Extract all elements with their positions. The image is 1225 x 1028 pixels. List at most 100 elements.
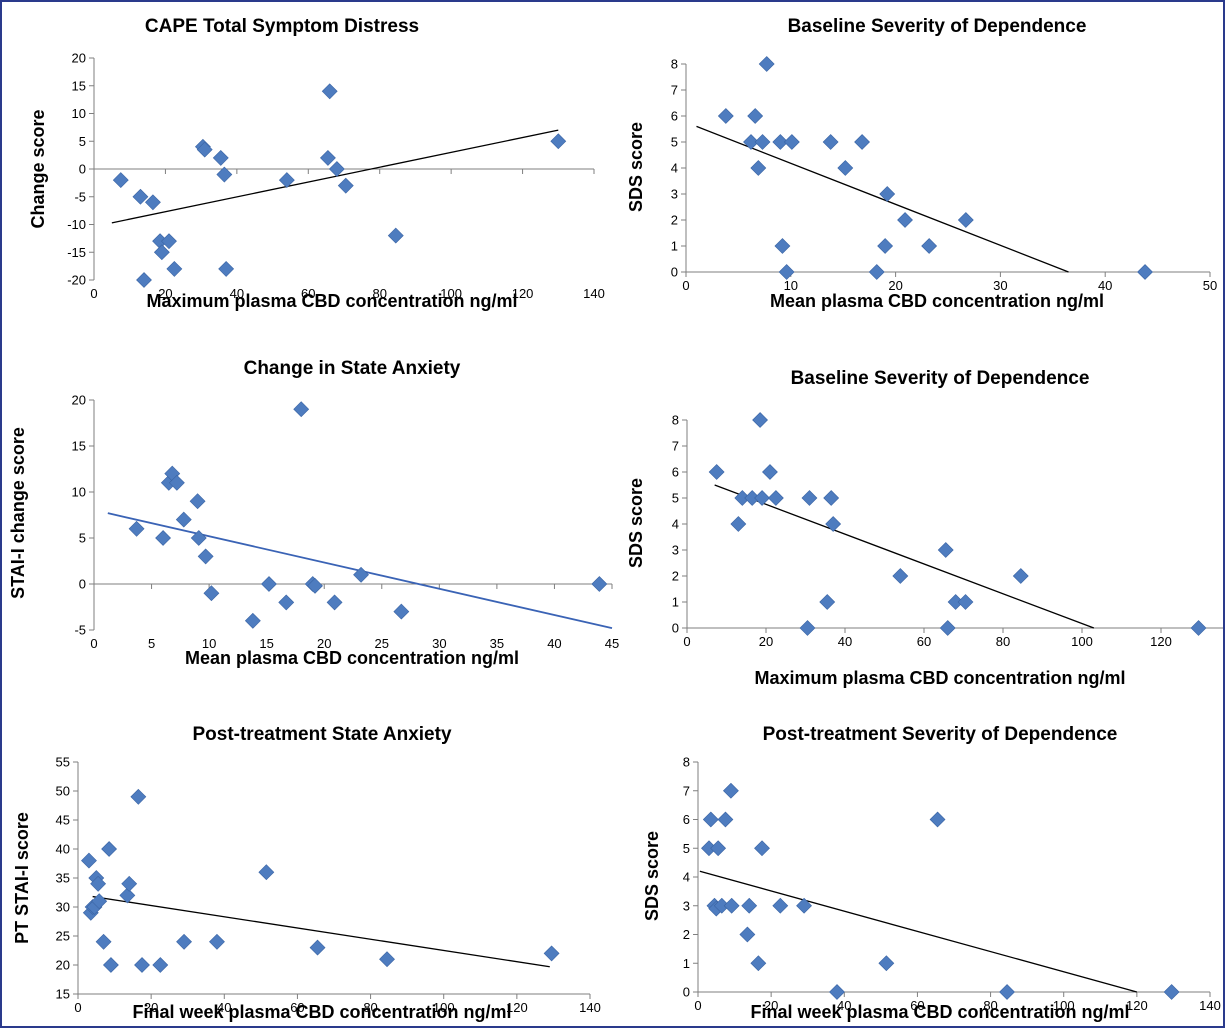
y-tick-label: 40 xyxy=(56,842,70,857)
data-point xyxy=(999,984,1015,1000)
data-point xyxy=(723,897,740,914)
x-tick-label: 100 xyxy=(1053,998,1075,1013)
data-point xyxy=(717,108,734,124)
data-point xyxy=(81,852,97,869)
data-point xyxy=(796,897,812,914)
x-tick-label: 20 xyxy=(764,998,778,1013)
data-point xyxy=(175,511,192,528)
data-point xyxy=(190,530,207,546)
x-tick-label: 40 xyxy=(230,286,244,301)
data-point xyxy=(393,603,410,620)
y-tick-label: 7 xyxy=(672,439,679,454)
data-point xyxy=(387,227,404,244)
trendline xyxy=(696,125,1069,273)
x-tick-label: 80 xyxy=(363,1000,377,1015)
data-point xyxy=(101,841,118,857)
data-point xyxy=(750,955,767,972)
x-tick-label: 120 xyxy=(1150,634,1172,649)
y-tick-label: -15 xyxy=(67,245,86,260)
data-point xyxy=(102,957,119,973)
chart-title: Post-treatment State Anxiety xyxy=(192,724,451,745)
data-point xyxy=(892,568,909,584)
data-point xyxy=(543,945,560,962)
data-point xyxy=(717,811,734,828)
data-point xyxy=(772,897,789,914)
data-point xyxy=(176,933,192,950)
x-tick-label: 60 xyxy=(290,1000,304,1015)
x-tick-label: 35 xyxy=(490,636,504,651)
data-point xyxy=(218,260,235,277)
x-axis-label: Final week plasma CBD concentration ng/m… xyxy=(132,1002,511,1022)
data-point xyxy=(822,134,839,150)
x-tick-label: 60 xyxy=(301,286,315,301)
x-tick-label: 10 xyxy=(784,278,798,293)
data-point xyxy=(741,897,758,914)
trendline xyxy=(111,129,559,224)
y-axis-label: STAI-I change score xyxy=(8,427,28,599)
y-tick-label: 3 xyxy=(683,898,690,913)
data-point xyxy=(112,172,129,189)
data-point xyxy=(879,186,896,202)
x-tick-label: 100 xyxy=(440,286,462,301)
chart-panel-6: Post-treatment Severity of Dependence012… xyxy=(642,724,1221,1022)
y-tick-label: 5 xyxy=(79,531,86,546)
data-point xyxy=(897,212,913,228)
x-tick-label: 0 xyxy=(682,278,689,293)
x-tick-label: 50 xyxy=(1203,278,1217,293)
y-tick-label: 30 xyxy=(56,900,70,915)
y-tick-label: 15 xyxy=(72,439,86,454)
y-tick-label: 5 xyxy=(683,841,690,856)
data-point xyxy=(166,260,183,277)
data-point xyxy=(337,177,354,194)
x-axis-label: Maximum plasma CBD concentration ng/ml xyxy=(146,291,517,311)
y-tick-label: 10 xyxy=(72,106,86,121)
y-tick-label: 45 xyxy=(56,813,70,828)
data-point xyxy=(119,887,136,904)
data-point xyxy=(929,811,946,828)
y-tick-label: 5 xyxy=(79,134,86,149)
y-tick-label: 0 xyxy=(79,162,86,177)
x-axis-label: Maximum plasma CBD concentration ng/ml xyxy=(754,668,1125,688)
x-tick-label: 20 xyxy=(317,636,331,651)
y-tick-label: 4 xyxy=(671,161,678,176)
data-point xyxy=(710,840,727,857)
y-tick-label: 35 xyxy=(56,871,70,886)
x-tick-label: 20 xyxy=(888,278,902,293)
data-point xyxy=(783,134,800,150)
data-point xyxy=(722,782,739,799)
x-tick-label: 120 xyxy=(506,1000,528,1015)
data-point xyxy=(258,864,275,881)
chart-panel-4: Baseline Severity of Dependence 0 1 2 3 4 5 6 7 8… xyxy=(626,368,1223,688)
data-point xyxy=(772,134,789,150)
x-tick-label: 100 xyxy=(1071,634,1093,649)
y-tick-label: 7 xyxy=(671,83,678,98)
chart-panel-1: CAPE Total Symptom Distress -20 -15 -10 -5 0 5… xyxy=(28,16,605,311)
data-point xyxy=(762,464,778,480)
y-tick-label: -5 xyxy=(74,189,86,204)
x-tick-label: 60 xyxy=(917,634,931,649)
x-tick-label: 0 xyxy=(694,998,701,1013)
chart-title: Baseline Severity of Dependence xyxy=(788,16,1087,37)
data-point xyxy=(132,188,149,205)
data-point xyxy=(1137,264,1153,280)
data-point xyxy=(134,957,150,973)
data-point xyxy=(767,490,784,506)
y-tick-label: 8 xyxy=(672,413,679,428)
x-axis-label: Mean plasma CBD concentration ng/ml xyxy=(185,648,519,668)
y-tick-label: 1 xyxy=(671,239,678,254)
x-tick-label: 0 xyxy=(90,286,97,301)
data-point xyxy=(196,141,213,158)
y-tick-label: -10 xyxy=(67,217,86,232)
y-axis-label: SDS score xyxy=(626,478,646,568)
y-tick-label: 50 xyxy=(56,784,70,799)
y-tick-label: 2 xyxy=(671,213,678,228)
data-point xyxy=(91,893,108,910)
data-point xyxy=(878,955,895,972)
x-tick-label: 20 xyxy=(144,1000,158,1015)
y-tick-label: 2 xyxy=(672,569,679,584)
data-point xyxy=(90,875,107,892)
y-tick-label: 5 xyxy=(672,491,679,506)
data-point xyxy=(1190,620,1207,636)
y-tick-label: 15 xyxy=(56,987,70,1002)
